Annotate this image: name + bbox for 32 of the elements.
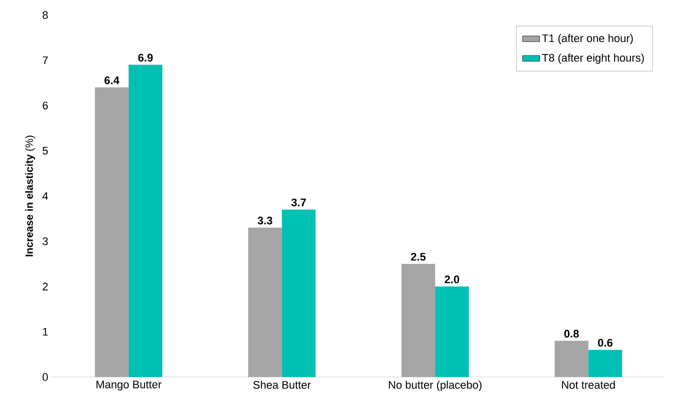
x-tick-label: Mango Butter bbox=[96, 380, 162, 391]
y-tick-label: 7 bbox=[42, 56, 48, 64]
x-tick-label: No butter (placebo) bbox=[388, 380, 482, 391]
y-tick-label: 8 bbox=[42, 11, 48, 19]
y-tick-label: 3 bbox=[42, 237, 48, 246]
bar bbox=[248, 228, 282, 377]
data-label: 3.7 bbox=[291, 198, 306, 206]
data-label: 2.5 bbox=[410, 252, 426, 261]
bar bbox=[128, 64, 162, 377]
data-label: 2.0 bbox=[444, 276, 460, 284]
bar bbox=[435, 286, 469, 377]
bar bbox=[588, 350, 622, 377]
data-label: 6.4 bbox=[104, 76, 120, 84]
y-tick-label: 1 bbox=[43, 328, 48, 336]
data-label: 6.9 bbox=[138, 54, 153, 62]
y-tick-label: 2 bbox=[42, 282, 48, 290]
y-tick-label: 0 bbox=[42, 373, 48, 381]
y-tick-label: 5 bbox=[42, 146, 48, 155]
data-label: 0.6 bbox=[598, 338, 612, 347]
y-tick-label: 4 bbox=[42, 192, 48, 200]
x-tick-label: Shea Butter bbox=[253, 380, 311, 389]
bar bbox=[401, 264, 436, 377]
y-tick-label: 6 bbox=[42, 102, 48, 110]
bar bbox=[282, 210, 316, 377]
legend-label: T8 (after eight hours) bbox=[542, 54, 644, 64]
data-label: 3.3 bbox=[258, 216, 272, 224]
data-label: 0.8 bbox=[564, 330, 579, 338]
bar bbox=[94, 87, 129, 377]
legend-label: T1 (after one hour) bbox=[542, 34, 633, 44]
x-tick-label: Not treated bbox=[562, 380, 615, 389]
y-axis-title: Increase in elasticity (%) bbox=[25, 136, 35, 256]
bar bbox=[554, 340, 588, 377]
